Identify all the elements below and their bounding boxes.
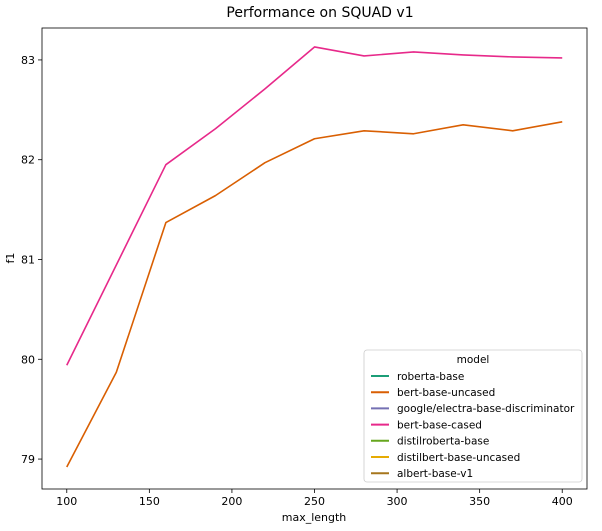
x-tick-label: 350 <box>469 495 490 508</box>
x-tick-label: 100 <box>56 495 77 508</box>
legend-entry-label: bert-base-uncased <box>397 387 495 399</box>
y-tick-label: 79 <box>21 453 35 466</box>
series-line-bert-base-cased <box>66 46 563 366</box>
legend-title: model <box>457 354 490 366</box>
x-tick-label: 200 <box>221 495 242 508</box>
legend-entries: roberta-base bert-base-uncased google/elec… <box>371 371 575 480</box>
series-lines <box>66 46 563 468</box>
y-tick-label: 82 <box>21 154 35 167</box>
y-tick-label: 83 <box>21 54 35 67</box>
legend-entry-label: bert-base-cased <box>397 419 482 431</box>
chart-title: Performance on SQUAD v1 <box>226 5 413 21</box>
legend-entry-label: albert-base-v1 <box>397 468 473 480</box>
legend-entry-label: google/electra-base-discriminator <box>397 403 575 415</box>
x-tick-label: 300 <box>387 495 408 508</box>
x-axis: 100 150 200 250 300 350 400 <box>56 489 573 508</box>
series-line-bert-base-uncased <box>66 121 563 468</box>
y-tick-label: 81 <box>21 253 35 266</box>
legend: model roberta-base bert-base-uncased googl… <box>363 349 583 483</box>
y-tick-label: 80 <box>21 353 35 366</box>
legend-entry-label: distilroberta-base <box>397 436 489 448</box>
legend-box <box>363 349 583 483</box>
x-tick-label: 250 <box>304 495 325 508</box>
legend-entry-label: distilbert-base-uncased <box>397 452 520 464</box>
legend-entry-label: roberta-base <box>397 371 464 383</box>
y-axis-label: f1 <box>4 253 17 264</box>
x-tick-label: 150 <box>139 495 160 508</box>
y-axis: 79 80 81 82 83 <box>21 54 42 466</box>
x-axis-label: max_length <box>282 511 347 524</box>
x-tick-label: 400 <box>552 495 573 508</box>
